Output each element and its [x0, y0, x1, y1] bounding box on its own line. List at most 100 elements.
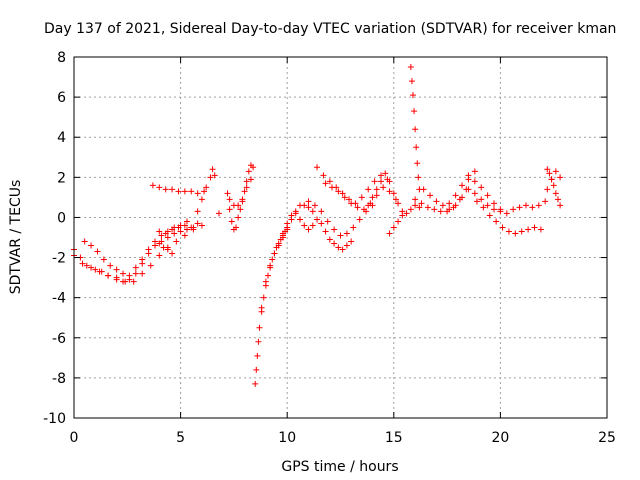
data-point	[412, 196, 419, 203]
data-point	[237, 206, 244, 213]
data-point	[542, 198, 549, 205]
data-point	[183, 218, 190, 225]
data-point	[301, 222, 308, 229]
series-arc-13	[305, 198, 376, 239]
axis-ticks: 0 5 10 15 20 25 -10 -8 -6 -4 -2 0 2 4 6 8	[43, 50, 616, 446]
data-point	[424, 204, 431, 211]
data-point	[544, 186, 551, 193]
data-point	[145, 246, 152, 253]
data-point	[331, 240, 338, 247]
data-point	[156, 184, 163, 191]
data-point	[243, 178, 250, 185]
data-point	[486, 212, 493, 219]
data-point	[252, 380, 259, 387]
data-point	[183, 226, 190, 233]
data-point	[459, 182, 466, 189]
data-point	[314, 164, 321, 171]
data-point	[79, 260, 86, 267]
data-point	[322, 228, 329, 235]
data-point	[522, 202, 529, 209]
data-point	[360, 206, 367, 213]
data-point	[407, 64, 414, 71]
data-point	[503, 210, 510, 217]
data-point	[544, 166, 551, 173]
data-point	[88, 242, 95, 249]
series-arc-4	[149, 182, 208, 197]
data-point	[171, 230, 178, 237]
data-point	[162, 186, 169, 193]
data-point	[408, 78, 415, 85]
data-point	[339, 190, 346, 197]
data-point	[529, 204, 536, 211]
data-point	[147, 262, 154, 269]
data-point	[354, 204, 361, 211]
y-tick-label: -6	[52, 331, 66, 347]
data-point	[243, 184, 250, 191]
data-point	[318, 208, 325, 215]
data-point	[512, 230, 519, 237]
data-point	[395, 200, 402, 207]
data-point	[414, 160, 421, 167]
data-point	[518, 228, 525, 235]
data-point	[164, 246, 171, 253]
data-point	[254, 352, 261, 359]
data-point	[505, 228, 512, 235]
data-point	[433, 198, 440, 205]
data-point	[305, 226, 312, 233]
data-point	[169, 186, 176, 193]
data-points	[71, 64, 564, 387]
data-point	[471, 190, 478, 197]
series-arc-22	[473, 198, 544, 237]
data-point	[284, 220, 291, 227]
data-point	[188, 224, 195, 231]
data-point	[465, 176, 472, 183]
series-arc-8	[224, 162, 257, 233]
data-point	[318, 220, 325, 227]
data-point	[471, 178, 478, 185]
data-point	[365, 202, 372, 209]
data-point	[331, 226, 338, 233]
series-arc-20	[420, 168, 478, 209]
data-point	[346, 196, 353, 203]
y-tick-label: 2	[57, 170, 66, 186]
data-point	[497, 208, 504, 215]
data-point	[292, 210, 299, 217]
data-point	[535, 202, 542, 209]
data-point	[525, 226, 532, 233]
data-point	[348, 238, 355, 245]
series-arc-25	[544, 168, 564, 193]
data-point	[335, 188, 342, 195]
data-point	[335, 244, 342, 251]
data-point	[262, 278, 269, 285]
data-point	[181, 232, 188, 239]
data-point	[554, 196, 561, 203]
x-tick-label: 25	[598, 430, 616, 446]
data-point	[484, 202, 491, 209]
data-point	[255, 338, 262, 345]
data-point	[247, 176, 254, 183]
data-point	[471, 168, 478, 175]
data-point	[399, 212, 406, 219]
series-arc-10	[252, 226, 291, 387]
data-point	[557, 174, 564, 181]
data-point	[537, 226, 544, 233]
data-point	[173, 238, 180, 245]
data-point	[431, 206, 438, 213]
data-point	[88, 264, 95, 271]
data-point	[305, 204, 312, 211]
series-arc-23	[446, 186, 504, 215]
data-point	[320, 172, 327, 179]
data-point	[235, 202, 242, 209]
data-point	[557, 202, 564, 209]
data-point	[343, 230, 350, 237]
y-tick-label: -8	[52, 371, 66, 387]
data-point	[139, 270, 146, 277]
data-point	[258, 304, 265, 311]
series-arc-12	[279, 210, 355, 253]
data-point	[126, 272, 133, 279]
series-arc-9	[226, 176, 254, 209]
data-point	[480, 204, 487, 211]
data-point	[156, 240, 163, 247]
data-point	[322, 180, 329, 187]
data-point	[493, 218, 500, 225]
